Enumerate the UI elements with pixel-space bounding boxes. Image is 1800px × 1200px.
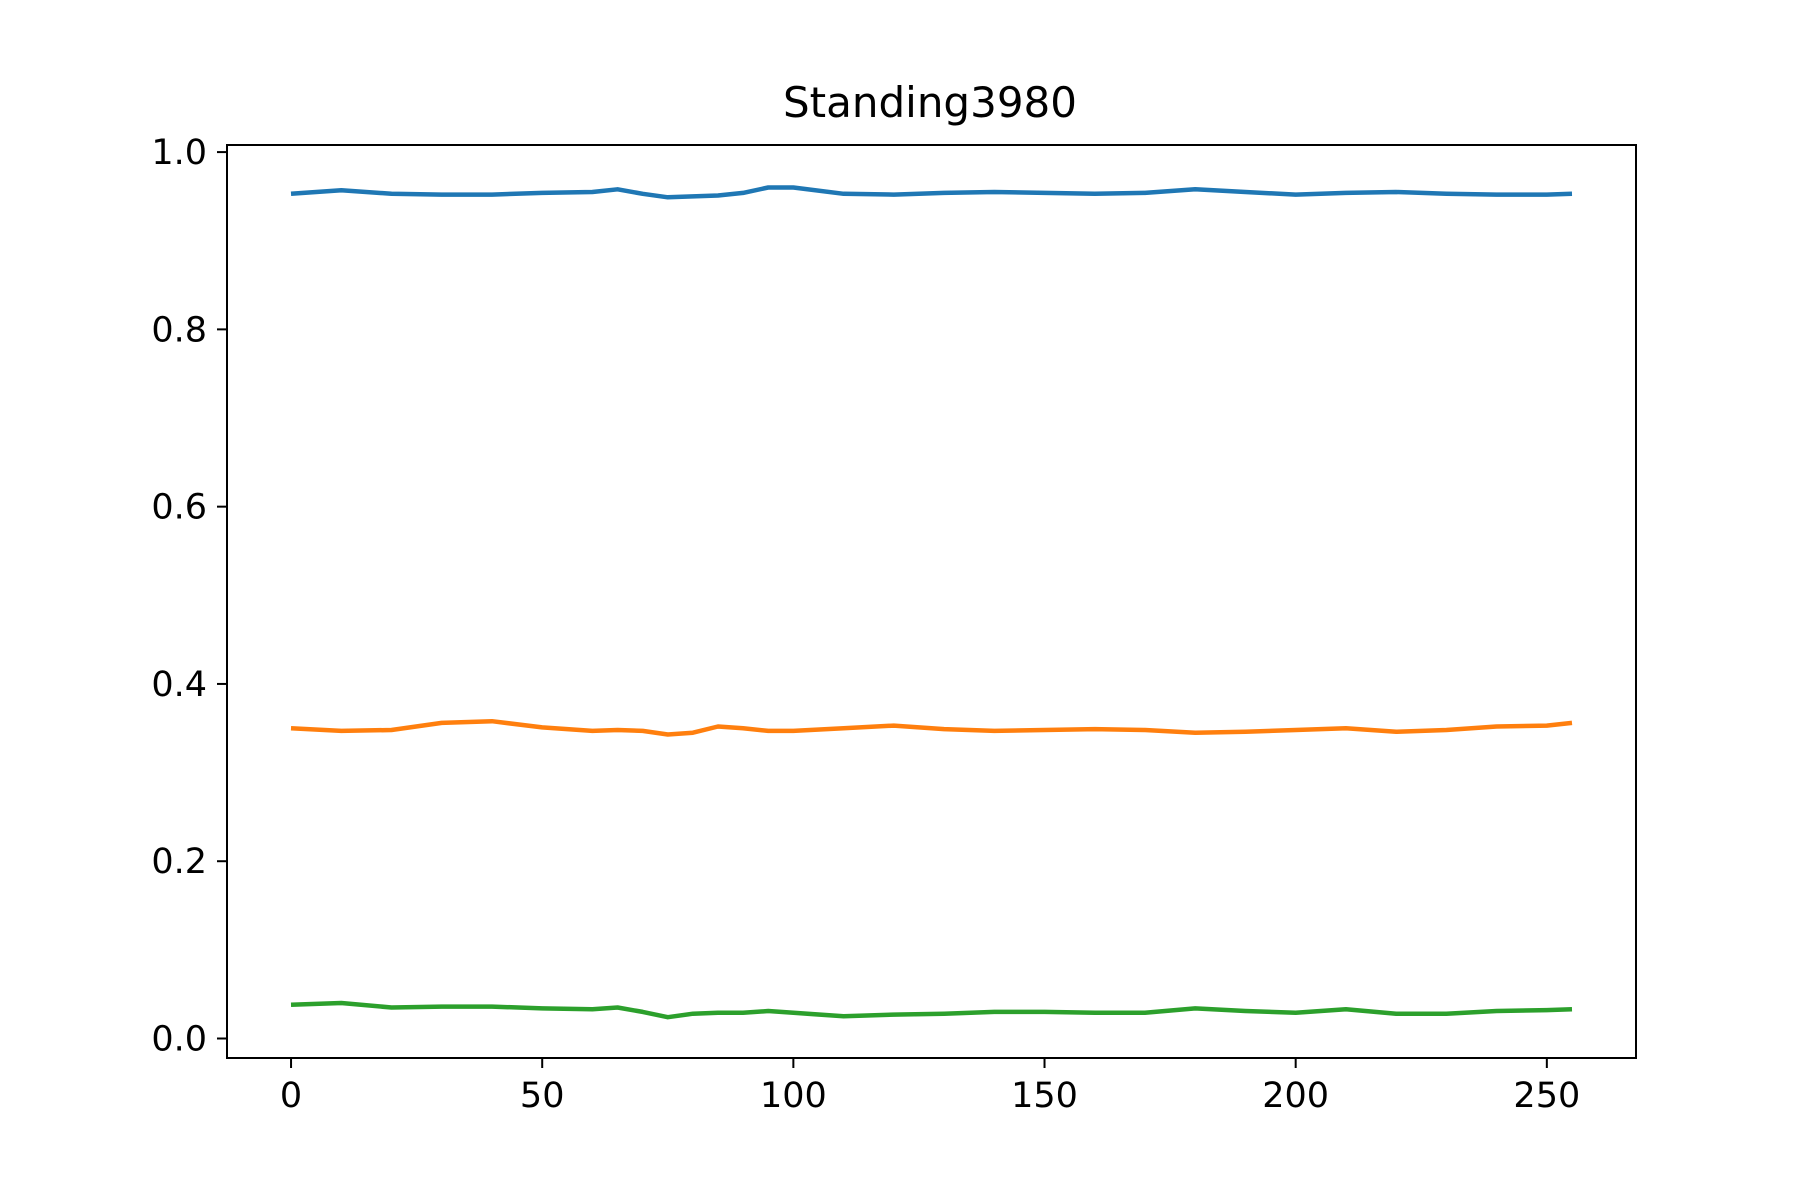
y-tick-label: 0.0 bbox=[151, 1019, 207, 1059]
x-tick-label: 150 bbox=[1011, 1076, 1078, 1116]
x-tick-label: 200 bbox=[1262, 1076, 1329, 1116]
series-layer bbox=[290, 185, 1573, 1020]
y-tick-label: 0.8 bbox=[151, 310, 207, 350]
plot-frame bbox=[226, 144, 1637, 1059]
series-line-1 bbox=[290, 185, 1573, 200]
y-tick-label: 0.2 bbox=[151, 842, 207, 882]
x-tick-label: 0 bbox=[280, 1076, 302, 1116]
chart-title: Standing3980 bbox=[783, 78, 1077, 127]
x-tick-label: 250 bbox=[1513, 1076, 1580, 1116]
y-tick-label: 0.4 bbox=[151, 665, 207, 705]
series-line-3 bbox=[290, 1000, 1573, 1020]
y-tick-label: 0.6 bbox=[151, 488, 207, 528]
x-tick-label: 100 bbox=[760, 1076, 827, 1116]
y-tick-label: 1.0 bbox=[151, 133, 207, 173]
x-axis-ticks: 0 50 100 150 200 250 bbox=[280, 1058, 1580, 1116]
series-line-2 bbox=[290, 718, 1573, 737]
x-tick-label: 50 bbox=[520, 1076, 565, 1116]
y-axis-ticks: 0.0 0.2 0.4 0.6 0.8 1.0 bbox=[151, 133, 227, 1059]
